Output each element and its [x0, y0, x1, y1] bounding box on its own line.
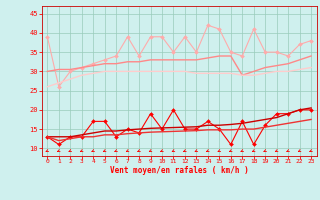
X-axis label: Vent moyen/en rafales ( km/h ): Vent moyen/en rafales ( km/h ): [110, 166, 249, 175]
